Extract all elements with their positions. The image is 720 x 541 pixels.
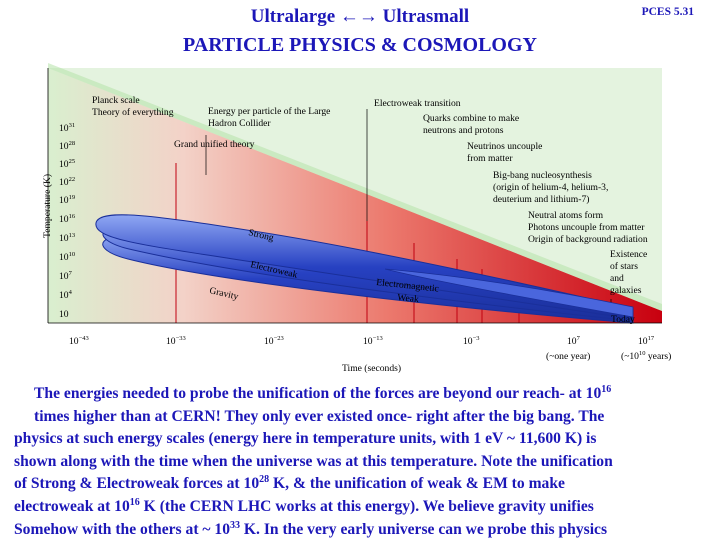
planck-label: Theory of everything — [92, 107, 174, 118]
y-tick: 1016 — [59, 213, 76, 225]
caption-line: The energies needed to probe the unifica… — [34, 383, 612, 402]
y-tick: 1025 — [59, 158, 75, 170]
y-tick: 104 — [59, 289, 73, 301]
x-tick: 1017 — [638, 335, 655, 347]
lhc-label: Hadron Collider — [208, 118, 271, 129]
y-tick: 1013 — [59, 232, 75, 244]
bbn-label: Big-bang nucleosynthesis — [493, 170, 592, 181]
stars-label: of stars — [610, 261, 638, 272]
bbn-label: deuterium and lithium-7) — [493, 194, 589, 205]
stars-label: Existence — [610, 249, 647, 260]
title-part1: Ultralarge — [250, 6, 336, 27]
caption-line: times higher than at CERN! They only eve… — [34, 407, 605, 425]
y-tick: 10 — [59, 309, 69, 320]
y-tick: 1031 — [59, 122, 75, 134]
one-year-note: (~one year) — [546, 351, 590, 362]
double-arrow-icon: ←→ — [339, 6, 378, 27]
x-tick: 10−13 — [363, 335, 383, 347]
quarks-label: neutrons and protons — [423, 125, 504, 136]
caption-line: of Strong & Electroweak forces at 1028 K… — [14, 474, 565, 493]
slide-subtitle: PARTICLE PHYSICS & COSMOLOGY — [183, 34, 537, 56]
y-tick: 1010 — [59, 251, 75, 263]
y-axis-title: Temperature (K) — [42, 174, 53, 238]
weak-label: Weak — [397, 292, 420, 305]
bbn-label: (origin of helium-4, helium-3, — [493, 182, 608, 193]
x-tick: 10−33 — [166, 335, 186, 347]
caption-line: electroweak at 1016 K (the CERN LHC work… — [14, 496, 594, 515]
gut-label: Grand unified theory — [174, 139, 255, 150]
slide-title: Ultralarge ←→ Ultrasmall — [0, 6, 720, 28]
x-ticks: 10−43 10−33 10−23 10−13 10−3 107 1017 — [69, 335, 655, 347]
cosmology-figure: 1031 1028 1025 1022 1019 1016 1013 1010 … — [33, 63, 687, 375]
neutral-atoms-label: Photons uncouple from matter — [528, 222, 645, 233]
y-tick: 1022 — [59, 176, 75, 188]
electromagnetic-band — [384, 268, 634, 318]
y-tick: 1028 — [59, 140, 75, 152]
stars-label: and — [610, 273, 624, 284]
ew-transition-label: Electroweak transition — [374, 98, 461, 109]
x-tick: 10−3 — [463, 335, 480, 347]
today-label: Today — [611, 314, 635, 325]
neutral-atoms-label: Neutral atoms form — [528, 210, 604, 221]
x-tick: 107 — [567, 335, 581, 347]
caption: The energies needed to probe the unifica… — [14, 383, 708, 541]
caption-line: physics at such energy scales (energy he… — [14, 430, 597, 448]
y-ticks: 1031 1028 1025 1022 1019 1016 1013 1010 … — [59, 122, 76, 320]
stars-label: galaxies — [610, 285, 642, 296]
y-tick: 107 — [59, 270, 73, 282]
x-tick: 10−23 — [264, 335, 284, 347]
quarks-label: Quarks combine to make — [423, 113, 519, 124]
lhc-label: Energy per particle of the Large — [208, 106, 330, 117]
now-note: (~1010 years) — [621, 350, 671, 362]
caption-line: Somehow with the others at ~ 1033 K. In … — [14, 519, 608, 538]
neutrinos-label: from matter — [467, 153, 513, 164]
cosmology-diagram: 1031 1028 1025 1022 1019 1016 1013 1010 … — [42, 63, 671, 374]
y-tick: 1019 — [59, 194, 75, 206]
neutrinos-label: Neutrinos uncouple — [467, 141, 542, 152]
slide-id: PCES 5.31 — [641, 6, 694, 18]
x-axis-title: Time (seconds) — [342, 363, 401, 374]
neutral-atoms-label: Origin of background radiation — [528, 234, 648, 245]
strong-band — [95, 214, 634, 320]
x-tick: 10−43 — [69, 335, 89, 347]
planck-label: Planck scale — [92, 95, 140, 106]
cooling-line-shade — [48, 63, 662, 311]
caption-line: shown along with the time when the unive… — [14, 452, 613, 470]
title-part2: Ultrasmall — [382, 6, 470, 27]
